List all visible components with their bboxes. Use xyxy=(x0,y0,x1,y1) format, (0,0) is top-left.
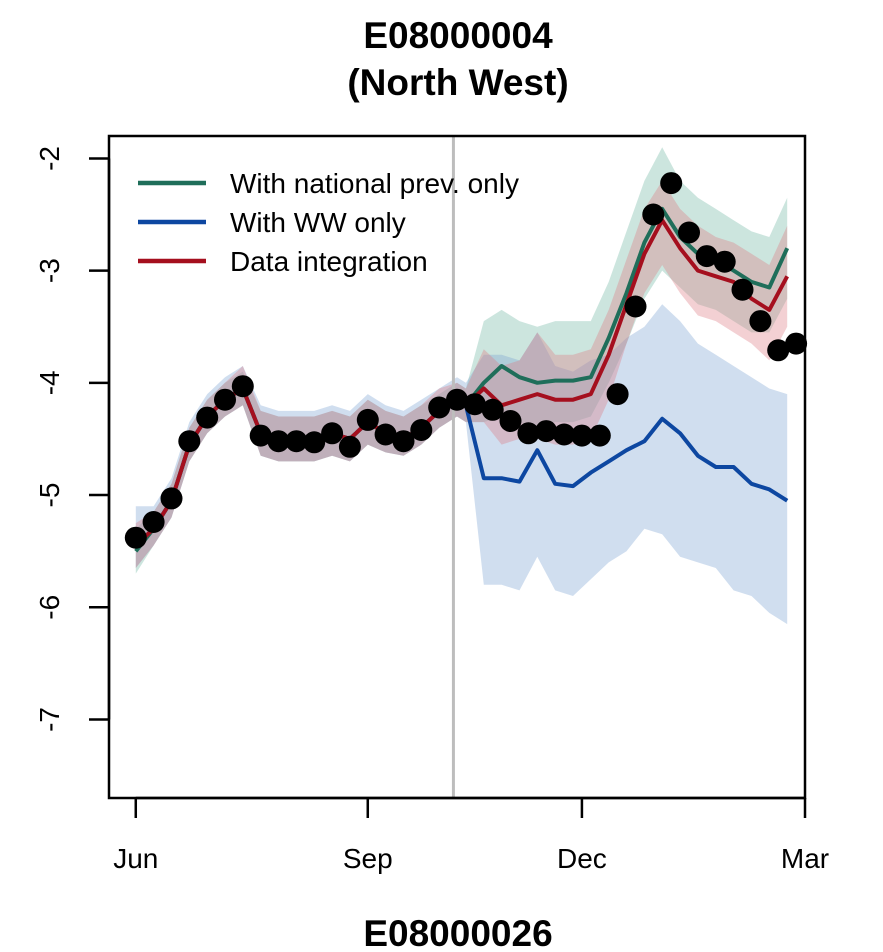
observation-point xyxy=(517,422,540,445)
observation-point xyxy=(160,487,183,510)
observation-point xyxy=(124,526,147,549)
y-axis: -7 -6 -5 -4 -3 -2 xyxy=(34,146,111,732)
next-panel-title: E08000026 xyxy=(363,913,552,952)
observation-point xyxy=(553,423,576,446)
legend-label-2: With WW only xyxy=(230,207,406,238)
observation-point xyxy=(713,250,736,273)
observation-point xyxy=(338,435,361,458)
observation-point xyxy=(588,424,611,447)
band-series-3 xyxy=(135,180,788,568)
legend: With national prev. only With WW only Data… xyxy=(138,168,519,277)
y-tick-label: -2 xyxy=(34,146,65,171)
observation-point xyxy=(695,245,718,268)
legend-label-3: Data integration xyxy=(230,246,428,277)
observation-point xyxy=(428,396,451,419)
x-tick-label: Dec xyxy=(557,843,607,874)
x-tick-label: Mar xyxy=(781,843,829,874)
y-tick-label: -3 xyxy=(34,258,65,283)
observation-point xyxy=(374,423,397,446)
x-axis: Jun Sep Dec Mar xyxy=(113,796,829,874)
observation-point xyxy=(642,203,665,226)
observation-point xyxy=(785,332,808,355)
chart-title: E08000004 xyxy=(363,15,553,56)
observation-point xyxy=(303,431,326,454)
uncertainty-bands xyxy=(135,147,788,625)
observation-point xyxy=(535,420,558,443)
observation-point xyxy=(499,410,522,432)
band-series-1 xyxy=(135,147,788,574)
observation-point xyxy=(660,172,683,195)
observation-points xyxy=(124,172,808,549)
observation-point xyxy=(749,310,772,333)
y-tick-label: -4 xyxy=(34,370,65,395)
observation-point xyxy=(624,295,647,318)
band-series-2 xyxy=(135,304,788,625)
observation-point xyxy=(321,422,344,445)
observation-point xyxy=(606,383,629,406)
y-tick-label: -5 xyxy=(34,483,65,508)
observation-point xyxy=(356,408,379,431)
observation-point xyxy=(446,388,468,411)
observation-point xyxy=(285,430,308,453)
observation-point xyxy=(731,278,754,301)
x-tick-label: Sep xyxy=(343,843,393,874)
y-tick-label: -7 xyxy=(34,707,65,732)
observation-point xyxy=(463,393,486,416)
observation-point xyxy=(767,339,790,362)
observation-point xyxy=(678,221,700,244)
observation-point xyxy=(570,424,593,447)
chart-subtitle: (North West) xyxy=(347,62,568,103)
observation-point xyxy=(481,398,504,421)
observation-point xyxy=(231,375,254,398)
observation-point xyxy=(249,424,272,447)
observation-point xyxy=(392,430,415,453)
observation-point xyxy=(196,406,219,429)
y-tick-label: -6 xyxy=(34,595,65,620)
observation-point xyxy=(178,430,201,453)
observation-point xyxy=(267,430,290,453)
observation-point xyxy=(410,419,433,441)
observation-point xyxy=(214,388,236,411)
x-tick-label: Jun xyxy=(113,843,158,874)
legend-label-1: With national prev. only xyxy=(230,168,519,199)
observation-point xyxy=(142,511,165,533)
